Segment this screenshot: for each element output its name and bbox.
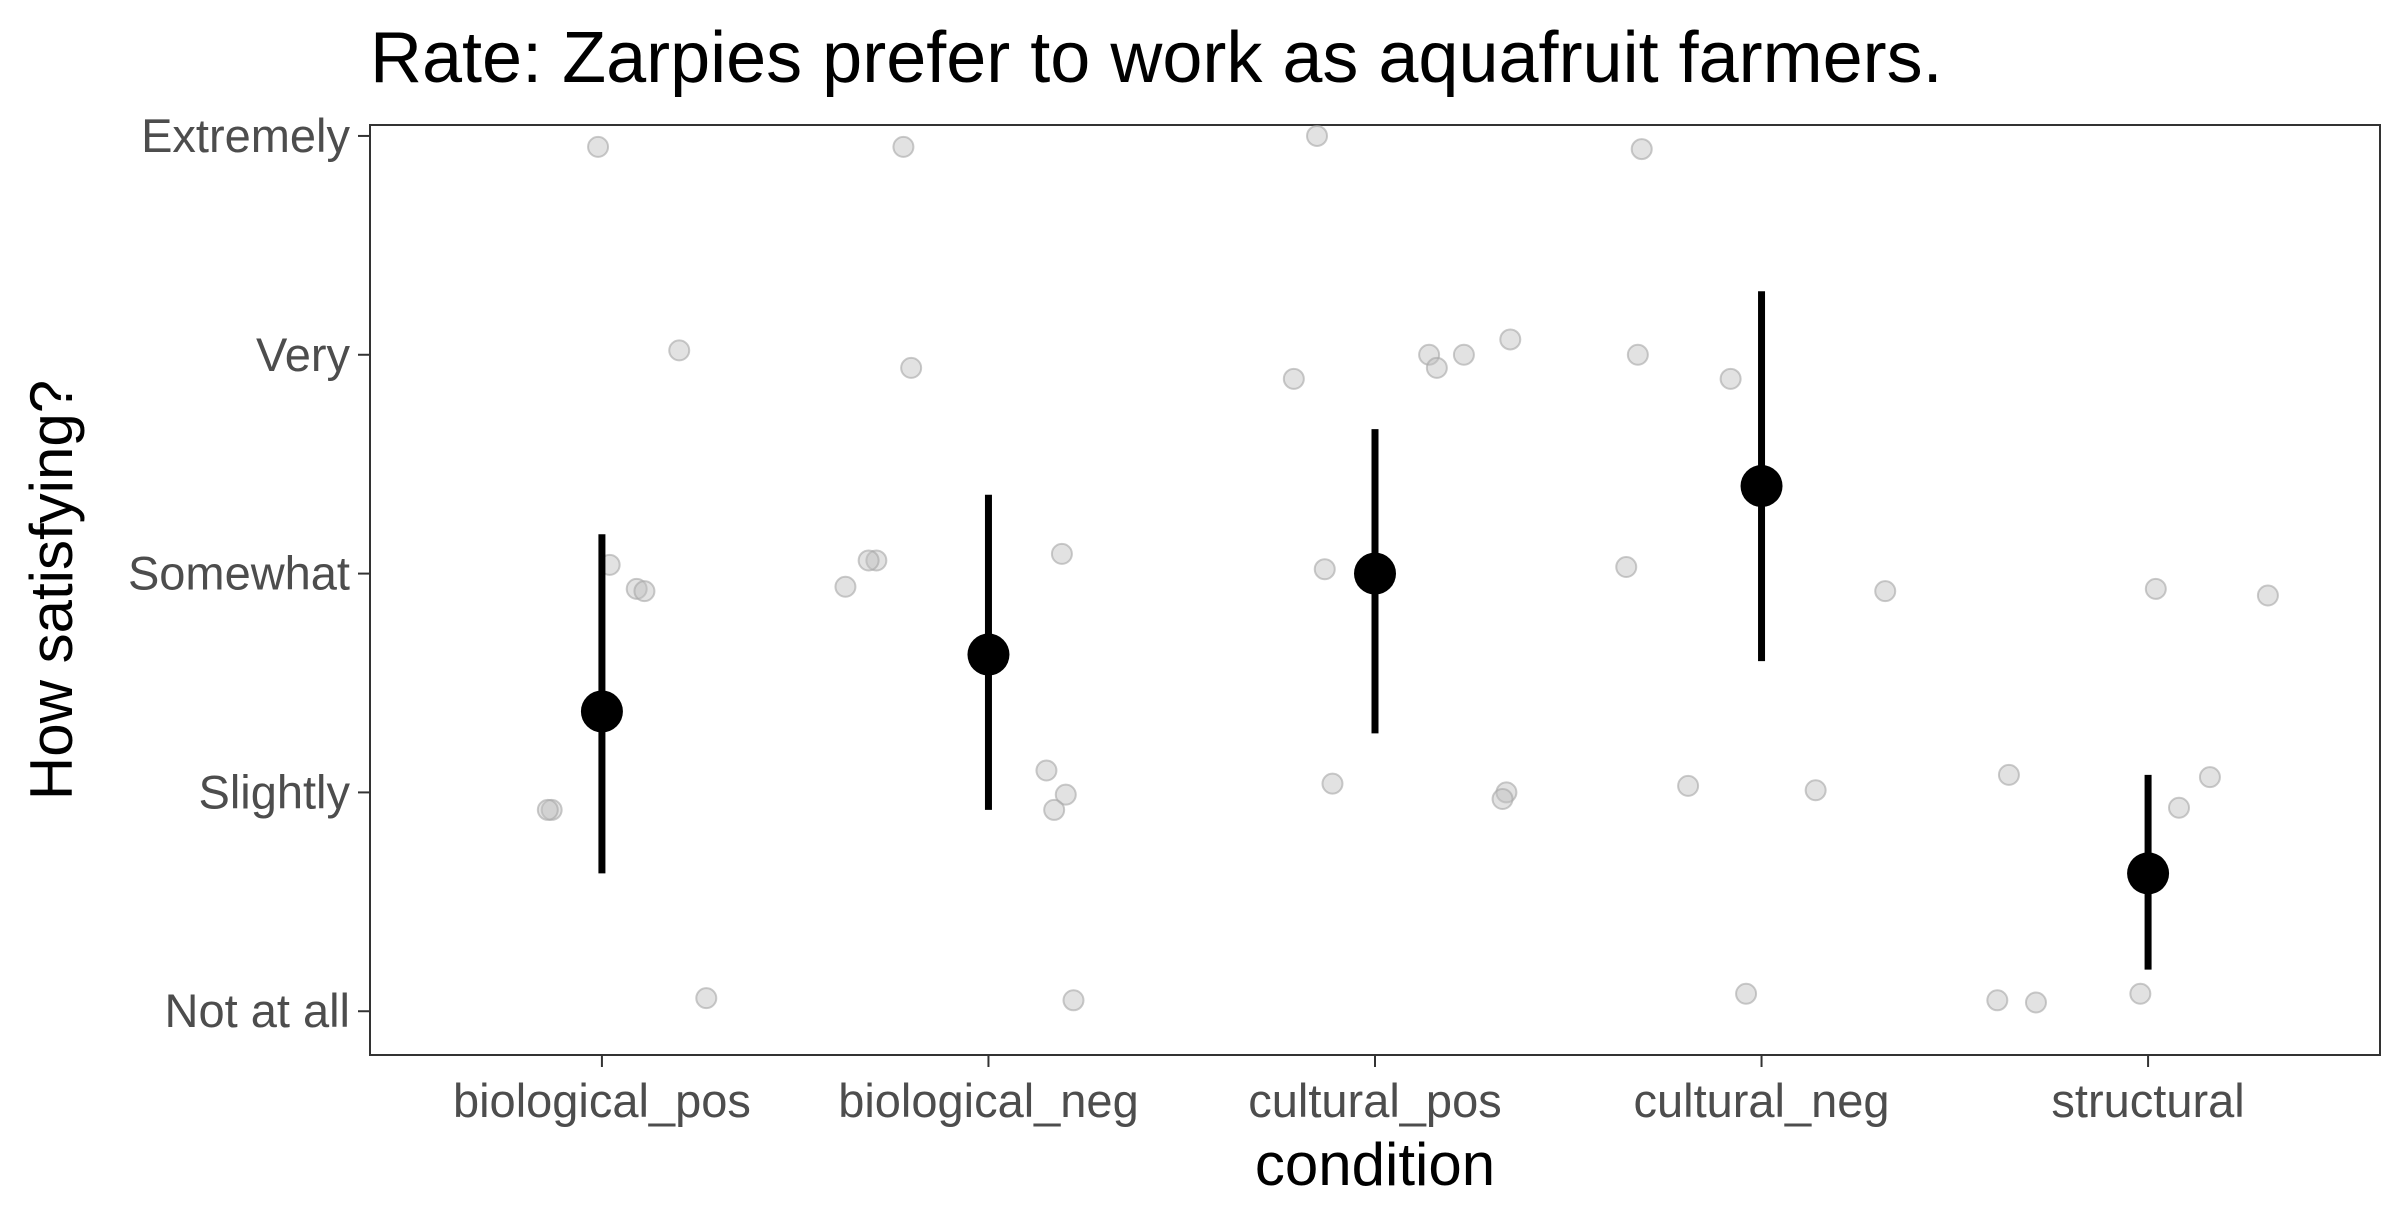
raw-point (1321, 772, 1344, 795)
raw-point (668, 339, 691, 362)
raw-point (2198, 766, 2221, 789)
mean-point (2127, 852, 2170, 895)
y-axis-title: How satisfying? (18, 380, 85, 800)
mean-point (1354, 552, 1396, 595)
raw-point (1804, 779, 1827, 802)
x-axis-title: condition (1255, 1131, 1495, 1198)
raw-point (2144, 577, 2167, 600)
raw-point (1735, 982, 1758, 1005)
raw-point (1997, 763, 2020, 786)
raw-point (1050, 542, 1073, 565)
x-tick-label: cultural_neg (1633, 1074, 1889, 1127)
raw-point (865, 549, 888, 572)
raw-point (1452, 343, 1475, 366)
mean-point (1740, 465, 1783, 508)
raw-point (1615, 556, 1638, 579)
raw-point (1306, 124, 1329, 147)
y-tick-label: Somewhat (128, 547, 350, 600)
raw-point (1313, 558, 1336, 581)
raw-point (1499, 328, 1522, 351)
raw-point (1282, 367, 1305, 390)
raw-point (2129, 982, 2152, 1005)
raw-point (633, 580, 656, 603)
raw-point (857, 549, 880, 572)
y-tick-label: Slightly (198, 765, 350, 818)
y-tick-label: Very (256, 328, 351, 381)
raw-point (1495, 781, 1518, 804)
raw-point (695, 987, 718, 1010)
raw-point (1043, 798, 1066, 821)
x-tick-label: biological_pos (453, 1074, 751, 1127)
x-tick-label: cultural_pos (1248, 1074, 1501, 1127)
y-axis: Not at all Slightly Somewhat Very Extremely (128, 109, 370, 1037)
raw-point (1062, 989, 1085, 1012)
x-tick-label: biological_neg (838, 1074, 1139, 1127)
summary-layer (580, 291, 2170, 970)
x-tick-label: structural (2051, 1074, 2244, 1127)
raw-point (1425, 356, 1448, 379)
x-axis: biological_pos biological_neg cultural_pos… (453, 1055, 2245, 1127)
raw-point (1874, 580, 1897, 603)
raw-point (2256, 584, 2279, 607)
raw-point (2024, 991, 2047, 1014)
mean-point (967, 633, 1010, 676)
raw-point (1418, 343, 1441, 366)
raw-point (1491, 787, 1514, 810)
mean-point (580, 690, 623, 733)
y-tick-label: Not at all (165, 984, 350, 1037)
raw-point (1054, 783, 1077, 806)
chart-title: Rate: Zarpies prefer to work as aquafrui… (370, 18, 1943, 98)
raw-point (1986, 989, 2009, 1012)
y-tick-label: Extremely (141, 109, 350, 162)
raw-point (1626, 343, 1649, 366)
raw-point (2168, 796, 2190, 819)
raw-point (1677, 774, 1700, 797)
raw-point (900, 356, 923, 379)
raw-point (536, 798, 559, 821)
raw-point (1035, 759, 1058, 782)
raw-point (1719, 367, 1742, 390)
raw-point (892, 135, 915, 158)
raw-point (834, 575, 857, 598)
raw-point (1630, 138, 1653, 161)
raw-points-layer (536, 124, 2279, 1014)
raw-point (587, 135, 610, 158)
